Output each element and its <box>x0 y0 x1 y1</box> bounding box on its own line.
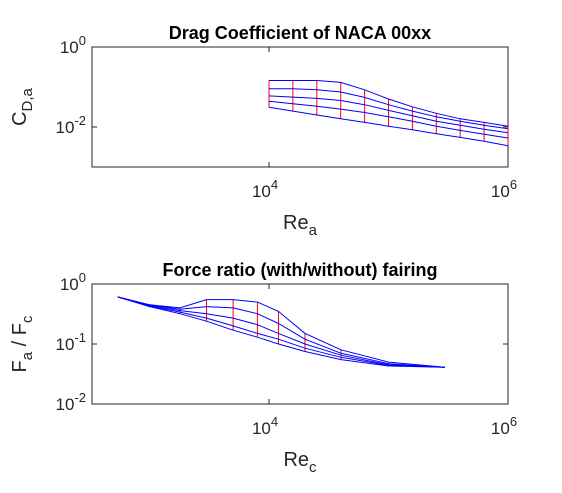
mesh-row <box>269 88 509 130</box>
label-text: Re <box>283 212 309 234</box>
mesh-row <box>269 80 509 127</box>
tick-exponent: 0 <box>79 33 86 48</box>
x-tick-label: 104 <box>252 414 278 438</box>
tick-base: 10 <box>60 38 79 57</box>
mesh-row <box>117 296 446 368</box>
label-subscript: c <box>309 459 317 476</box>
tick-exponent: 4 <box>271 177 278 192</box>
tick-base: 10 <box>491 419 510 438</box>
tick-base: 10 <box>60 275 79 294</box>
mesh-row <box>268 100 509 139</box>
x-tick-label: 104 <box>252 177 278 201</box>
label-text: Re <box>283 449 309 471</box>
axes-box <box>91 283 509 405</box>
y-tick-label: 10-2 <box>56 113 86 137</box>
tick-base: 10 <box>56 395 75 414</box>
tick-base: 10 <box>56 118 75 137</box>
y-tick-label: 100 <box>60 33 86 57</box>
label-text: / F <box>9 323 31 352</box>
x-tick-label: 106 <box>491 177 517 201</box>
y-tick-label: 100 <box>60 270 86 294</box>
mesh-row <box>117 296 446 368</box>
tick-base: 10 <box>491 182 510 201</box>
mesh-row <box>268 95 509 134</box>
x-tick-label: 106 <box>491 414 517 438</box>
tick-exponent: 4 <box>271 414 278 429</box>
y-axis-label: Fa / Fc <box>9 315 36 372</box>
tick-exponent: 6 <box>510 414 517 429</box>
axes-box <box>91 46 509 168</box>
tick-base: 10 <box>252 182 271 201</box>
tick-exponent: 0 <box>79 270 86 285</box>
label-subscript: D,a <box>19 87 36 111</box>
label-subscript: a <box>309 222 318 239</box>
mesh <box>268 80 509 147</box>
x-axis-label: Rea <box>283 212 318 239</box>
y-axis-label: CD,a <box>9 87 36 125</box>
mesh-row <box>117 296 446 368</box>
chart-title: Force ratio (with/without) fairing <box>163 260 438 280</box>
tick-exponent: -2 <box>74 113 86 128</box>
tick-exponent: -2 <box>74 390 86 405</box>
mesh <box>117 296 446 368</box>
tick-base: 10 <box>56 335 75 354</box>
y-tick-label: 10-2 <box>56 390 86 414</box>
label-text: F <box>9 360 31 372</box>
tick-exponent: 6 <box>510 177 517 192</box>
mesh-row <box>117 296 446 368</box>
y-tick-label: 10-1 <box>56 330 86 354</box>
mesh-row <box>117 296 446 368</box>
tick-base: 10 <box>252 419 271 438</box>
label-subscript: c <box>19 315 36 323</box>
mesh-row <box>268 106 509 147</box>
label-text: C <box>9 111 31 125</box>
x-axis-label: Rec <box>283 449 317 476</box>
chart-title: Drag Coefficient of NACA 00xx <box>169 23 431 43</box>
tick-exponent: -1 <box>74 330 86 345</box>
label-subscript: a <box>19 351 36 360</box>
